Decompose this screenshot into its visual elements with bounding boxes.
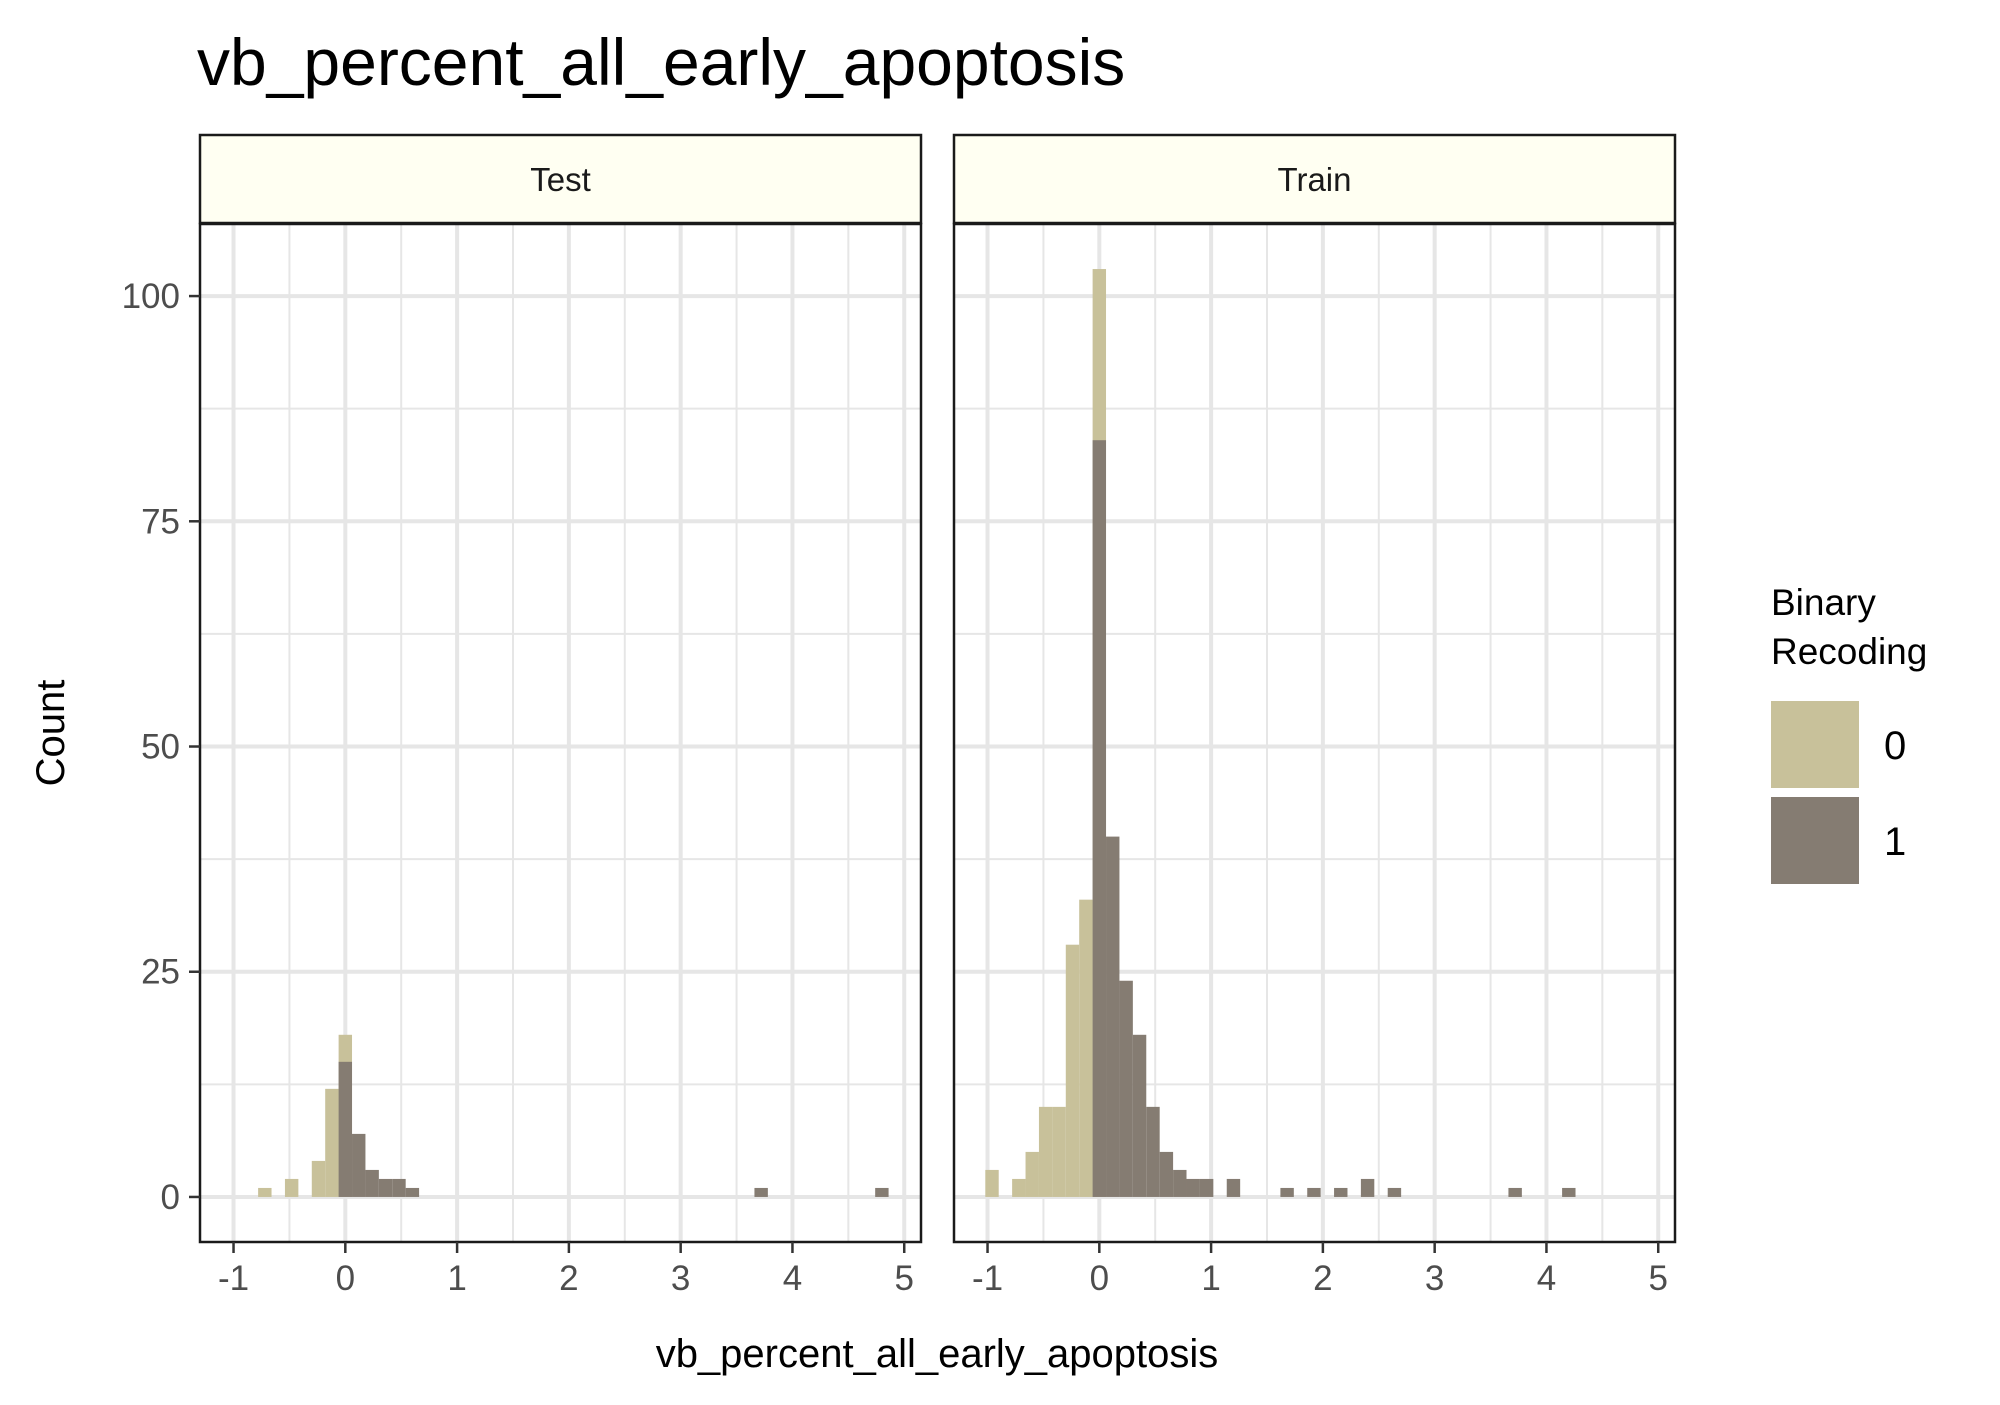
undefined: [352, 1133, 366, 1197]
undefined: [1065, 944, 1080, 1197]
undefined: [1334, 1187, 1348, 1197]
y-axis-label: Count: [29, 680, 73, 787]
x-tick-label: 5: [1648, 1259, 1667, 1298]
undefined: [405, 1187, 420, 1197]
y-tick-label: 100: [122, 277, 180, 316]
x-tick-label: 4: [783, 1259, 802, 1298]
legend-key-0: [1771, 701, 1859, 788]
undefined: [1508, 1187, 1522, 1197]
undefined: [754, 1187, 768, 1197]
undefined: [1173, 1169, 1187, 1197]
x-tick-label: 3: [671, 1259, 690, 1298]
x-tick-label: 2: [559, 1259, 578, 1298]
x-tick-label: 3: [1425, 1259, 1444, 1298]
y-tick-label: 75: [141, 502, 180, 541]
undefined: [258, 1187, 272, 1197]
undefined: [1038, 1106, 1053, 1197]
undefined: [198, 133, 923, 225]
legend-label-1: 1: [1884, 820, 1906, 864]
x-tick-label: 0: [336, 1259, 355, 1298]
undefined: [952, 133, 1677, 225]
undefined: [1186, 1178, 1200, 1197]
undefined: [1119, 980, 1133, 1197]
facet-strip-label: Test: [530, 161, 591, 198]
undefined: [1132, 1034, 1147, 1197]
y-tick-label: 50: [141, 728, 180, 767]
legend-title-line-1: Binary: [1771, 582, 1876, 623]
undefined: [1387, 1187, 1402, 1197]
undefined: [365, 1169, 379, 1197]
x-tick-label: -1: [972, 1259, 1003, 1298]
facet-panel-train: Train -1 0 1 2 3 4 5: [952, 133, 1677, 1298]
x-tick-label: 0: [1090, 1259, 1109, 1298]
legend-key-1: [1771, 797, 1859, 884]
undefined: [198, 222, 923, 1244]
legend-title-line-2: Recoding: [1771, 631, 1927, 672]
undefined: [325, 1088, 339, 1197]
undefined: [1052, 1106, 1066, 1197]
undefined: [311, 1160, 326, 1197]
undefined: [378, 1178, 393, 1197]
undefined: [875, 1187, 889, 1197]
x-tick-label: 2: [1313, 1259, 1332, 1298]
x-tick-label: 1: [447, 1259, 466, 1298]
undefined: [985, 1169, 999, 1197]
x-tick-label: 1: [1201, 1259, 1220, 1298]
undefined: [952, 222, 1677, 1244]
undefined: [1562, 1187, 1576, 1197]
legend: Binary Recoding 0 1: [1771, 582, 1927, 884]
x-tick-label: -1: [218, 1259, 249, 1298]
y-tick-label: 0: [161, 1178, 180, 1217]
undefined: [1079, 899, 1093, 1197]
undefined: [1092, 440, 1107, 1197]
chart-title: vb_percent_all_early_apoptosis: [197, 25, 1125, 99]
facet-strip-label: Train: [1278, 161, 1352, 198]
undefined: [1159, 1151, 1174, 1197]
undefined: [284, 1178, 299, 1197]
undefined: [1012, 1178, 1026, 1197]
undefined: [1025, 1151, 1039, 1197]
undefined: [392, 1178, 406, 1197]
undefined: [1360, 1178, 1375, 1197]
x-tick-label: 5: [894, 1259, 913, 1298]
x-tick-label: 4: [1537, 1259, 1556, 1298]
undefined: [1307, 1187, 1321, 1197]
legend-label-0: 0: [1884, 724, 1906, 768]
undefined: [1199, 1178, 1214, 1197]
x-axis-label: vb_percent_all_early_apoptosis: [656, 1332, 1219, 1376]
undefined: [1226, 1178, 1241, 1197]
y-tick-label: 25: [141, 953, 180, 992]
undefined: [1280, 1187, 1294, 1197]
undefined: [1146, 1106, 1160, 1197]
undefined: [1106, 836, 1120, 1197]
undefined: [338, 1061, 353, 1197]
